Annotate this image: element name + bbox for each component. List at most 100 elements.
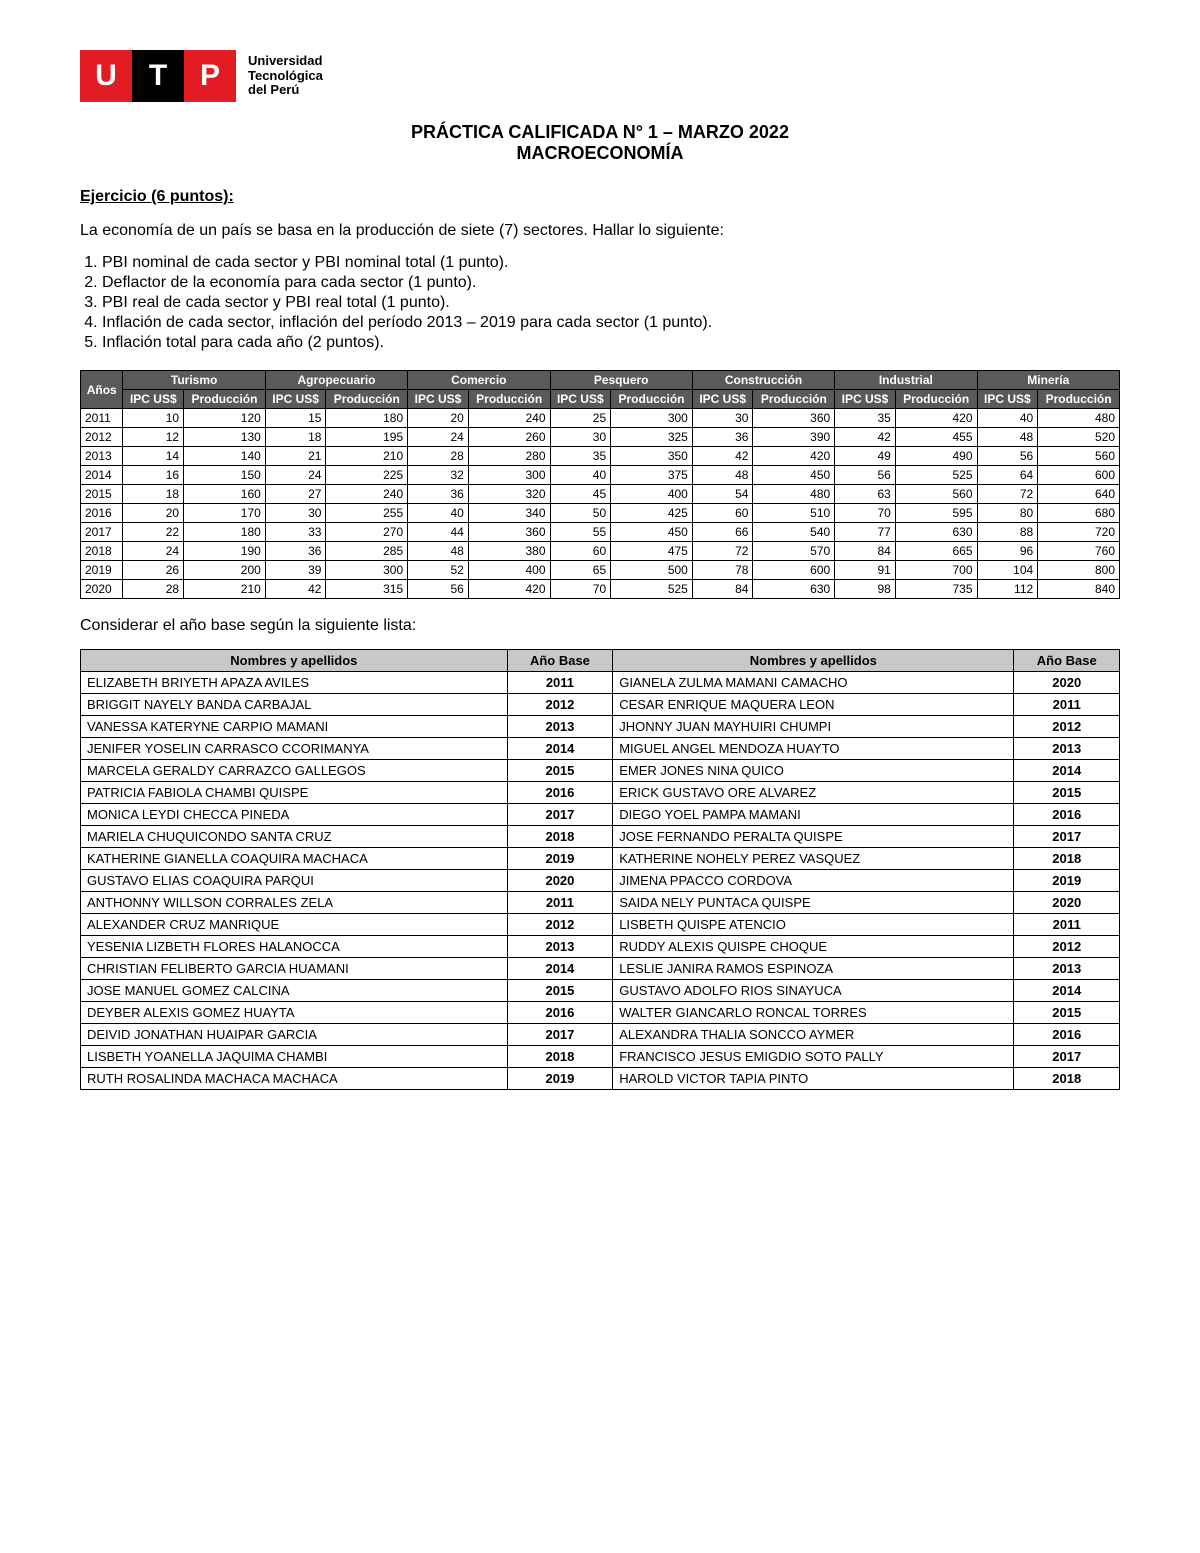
data-cell: 44 <box>408 523 469 542</box>
sector-header: Pesquero <box>550 371 692 390</box>
year-cell: 2018 <box>507 1046 613 1068</box>
data-cell: 255 <box>326 504 408 523</box>
logo-block: U T P Universidad Tecnológica del Perú <box>80 50 1120 102</box>
intro-text: La economía de un país se basa en la pro… <box>80 222 1120 240</box>
data-cell: 760 <box>1038 542 1120 561</box>
data-cell: 450 <box>611 523 693 542</box>
data-cell: 10 <box>123 409 184 428</box>
year-cell: 2012 <box>507 694 613 716</box>
data-cell: 40 <box>977 409 1038 428</box>
year-cell: 2018 <box>507 826 613 848</box>
name-cell: VANESSA KATERYNE CARPIO MAMANI <box>81 716 508 738</box>
name-cell: SAIDA NELY PUNTACA QUISPE <box>613 892 1014 914</box>
data-cell: 77 <box>835 523 896 542</box>
data-cell: 480 <box>1038 409 1120 428</box>
question-item: PBI nominal de cada sector y PBI nominal… <box>102 254 1120 272</box>
logo-icon: U T P <box>80 50 236 102</box>
year-cell: 2014 <box>1014 980 1120 1002</box>
name-cell: LESLIE JANIRA RAMOS ESPINOZA <box>613 958 1014 980</box>
year-cell: 2015 <box>1014 782 1120 804</box>
title-line2: MACROECONOMÍA <box>80 143 1120 164</box>
question-item: PBI real de cada sector y PBI real total… <box>102 294 1120 312</box>
year-cell: 2018 <box>1014 848 1120 870</box>
data-cell: 35 <box>550 447 611 466</box>
data-cell: 630 <box>753 580 835 599</box>
ipc-header: IPC US$ <box>550 390 611 409</box>
year-cell: 2016 <box>1014 804 1120 826</box>
data-cell: 15 <box>265 409 326 428</box>
data-cell: 28 <box>123 580 184 599</box>
data-cell: 30 <box>265 504 326 523</box>
name-cell: HAROLD VICTOR TAPIA PINTO <box>613 1068 1014 1090</box>
sector-header: Turismo <box>123 371 265 390</box>
title-line1: PRÁCTICA CALIFICADA N° 1 – MARZO 2022 <box>80 122 1120 143</box>
name-cell: RUTH ROSALINDA MACHACA MACHACA <box>81 1068 508 1090</box>
name-cell: ANTHONNY WILLSON CORRALES ZELA <box>81 892 508 914</box>
data-cell: 700 <box>895 561 977 580</box>
data-cell: 55 <box>550 523 611 542</box>
data-cell: 595 <box>895 504 977 523</box>
prod-header: Producción <box>1038 390 1120 409</box>
names-table: Nombres y apellidos Año Base Nombres y a… <box>80 649 1120 1090</box>
question-item: Deflactor de la economía para cada secto… <box>102 274 1120 292</box>
data-cell: 350 <box>611 447 693 466</box>
data-cell: 48 <box>408 542 469 561</box>
name-cell: YESENIA LIZBETH FLORES HALANOCCA <box>81 936 508 958</box>
data-cell: 180 <box>184 523 266 542</box>
prod-header: Producción <box>895 390 977 409</box>
logo-text-line3: del Perú <box>248 83 323 98</box>
names-col-name: Nombres y apellidos <box>81 650 508 672</box>
data-cell: 72 <box>692 542 753 561</box>
sector-header: Comercio <box>408 371 550 390</box>
logo-letter-t: T <box>132 50 184 102</box>
anios-header: Años <box>81 371 123 409</box>
data-cell: 270 <box>326 523 408 542</box>
year-cell: 2016 <box>507 782 613 804</box>
logo-letter-u: U <box>80 50 132 102</box>
data-cell: 300 <box>468 466 550 485</box>
year-cell: 2011 <box>1014 914 1120 936</box>
data-cell: 160 <box>184 485 266 504</box>
data-cell: 91 <box>835 561 896 580</box>
name-cell: JOSE FERNANDO PERALTA QUISPE <box>613 826 1014 848</box>
data-cell: 66 <box>692 523 753 542</box>
data-cell: 88 <box>977 523 1038 542</box>
data-cell: 36 <box>692 428 753 447</box>
data-cell: 104 <box>977 561 1038 580</box>
data-cell: 560 <box>1038 447 1120 466</box>
data-cell: 80 <box>977 504 1038 523</box>
year-cell: 2012 <box>81 428 123 447</box>
name-cell: FRANCISCO JESUS EMIGDIO SOTO PALLY <box>613 1046 1014 1068</box>
name-cell: KATHERINE NOHELY PEREZ VASQUEZ <box>613 848 1014 870</box>
data-cell: 420 <box>753 447 835 466</box>
name-cell: ERICK GUSTAVO ORE ALVAREZ <box>613 782 1014 804</box>
name-cell: ELIZABETH BRIYETH APAZA AVILES <box>81 672 508 694</box>
data-cell: 30 <box>692 409 753 428</box>
data-cell: 33 <box>265 523 326 542</box>
data-cell: 225 <box>326 466 408 485</box>
name-cell: DEIVID JONATHAN HUAIPAR GARCIA <box>81 1024 508 1046</box>
data-cell: 70 <box>835 504 896 523</box>
data-cell: 315 <box>326 580 408 599</box>
prod-header: Producción <box>753 390 835 409</box>
name-cell: MIGUEL ANGEL MENDOZA HUAYTO <box>613 738 1014 760</box>
data-cell: 78 <box>692 561 753 580</box>
data-cell: 420 <box>895 409 977 428</box>
data-cell: 70 <box>550 580 611 599</box>
section-heading: Ejercicio (6 puntos): <box>80 188 1120 206</box>
data-cell: 35 <box>835 409 896 428</box>
data-cell: 84 <box>692 580 753 599</box>
data-cell: 455 <box>895 428 977 447</box>
name-cell: BRIGGIT NAYELY BANDA CARBAJAL <box>81 694 508 716</box>
data-cell: 600 <box>1038 466 1120 485</box>
data-cell: 42 <box>835 428 896 447</box>
name-cell: GIANELA ZULMA MAMANI CAMACHO <box>613 672 1014 694</box>
data-cell: 60 <box>550 542 611 561</box>
data-cell: 210 <box>184 580 266 599</box>
year-cell: 2011 <box>81 409 123 428</box>
data-cell: 12 <box>123 428 184 447</box>
data-cell: 28 <box>408 447 469 466</box>
data-cell: 36 <box>265 542 326 561</box>
data-cell: 390 <box>753 428 835 447</box>
page-title: PRÁCTICA CALIFICADA N° 1 – MARZO 2022 MA… <box>80 122 1120 164</box>
